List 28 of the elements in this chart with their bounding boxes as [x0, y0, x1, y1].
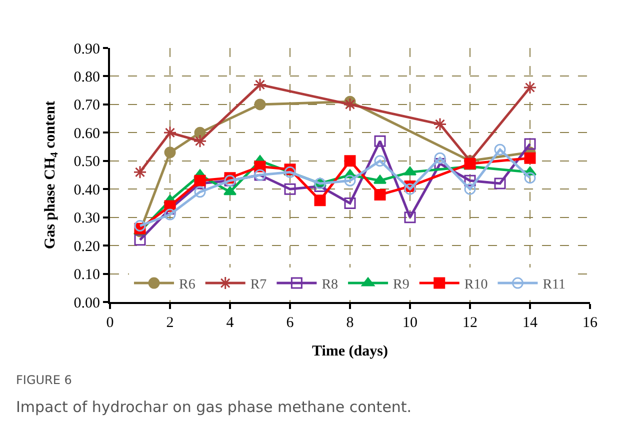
x-tick-label: 2 [166, 315, 174, 331]
x-axis-title: Time (days) [312, 344, 388, 360]
y-tick-label: 0.30 [74, 210, 100, 227]
y-tick-label: 0.70 [74, 98, 100, 114]
legend-label: R10 [464, 278, 488, 293]
legend-label: R8 [322, 278, 338, 293]
x-tick-label: 8 [346, 315, 354, 331]
x-tick-label: 10 [402, 315, 418, 331]
x-tick-label: 0 [106, 315, 114, 331]
y-tick-label: 0.80 [74, 69, 100, 86]
x-tick-label: 14 [522, 315, 538, 331]
y-tick-label: 0.20 [74, 238, 100, 255]
legend-label: R11 [542, 278, 566, 293]
x-tick-label: 4 [226, 315, 234, 331]
y-tick-label: 0.60 [74, 126, 100, 142]
y-tick-label: 0.00 [74, 295, 100, 312]
y-tick-label: 0.40 [74, 182, 100, 198]
y-tick-label: 0.90 [74, 41, 100, 58]
legend-label: R6 [179, 278, 196, 293]
y-tick-label: 0.50 [74, 154, 100, 170]
x-tick-label: 6 [286, 315, 294, 331]
x-tick-label: 16 [582, 315, 598, 331]
x-tick-label: 12 [462, 315, 478, 331]
text: Impact of hydrochar on gas phase methane content. [16, 398, 412, 416]
legend-label: R7 [250, 278, 267, 293]
legend-label: R9 [393, 278, 410, 293]
caption: FIGURE 6 [16, 373, 72, 387]
y-tick-label: 0.10 [74, 267, 100, 284]
